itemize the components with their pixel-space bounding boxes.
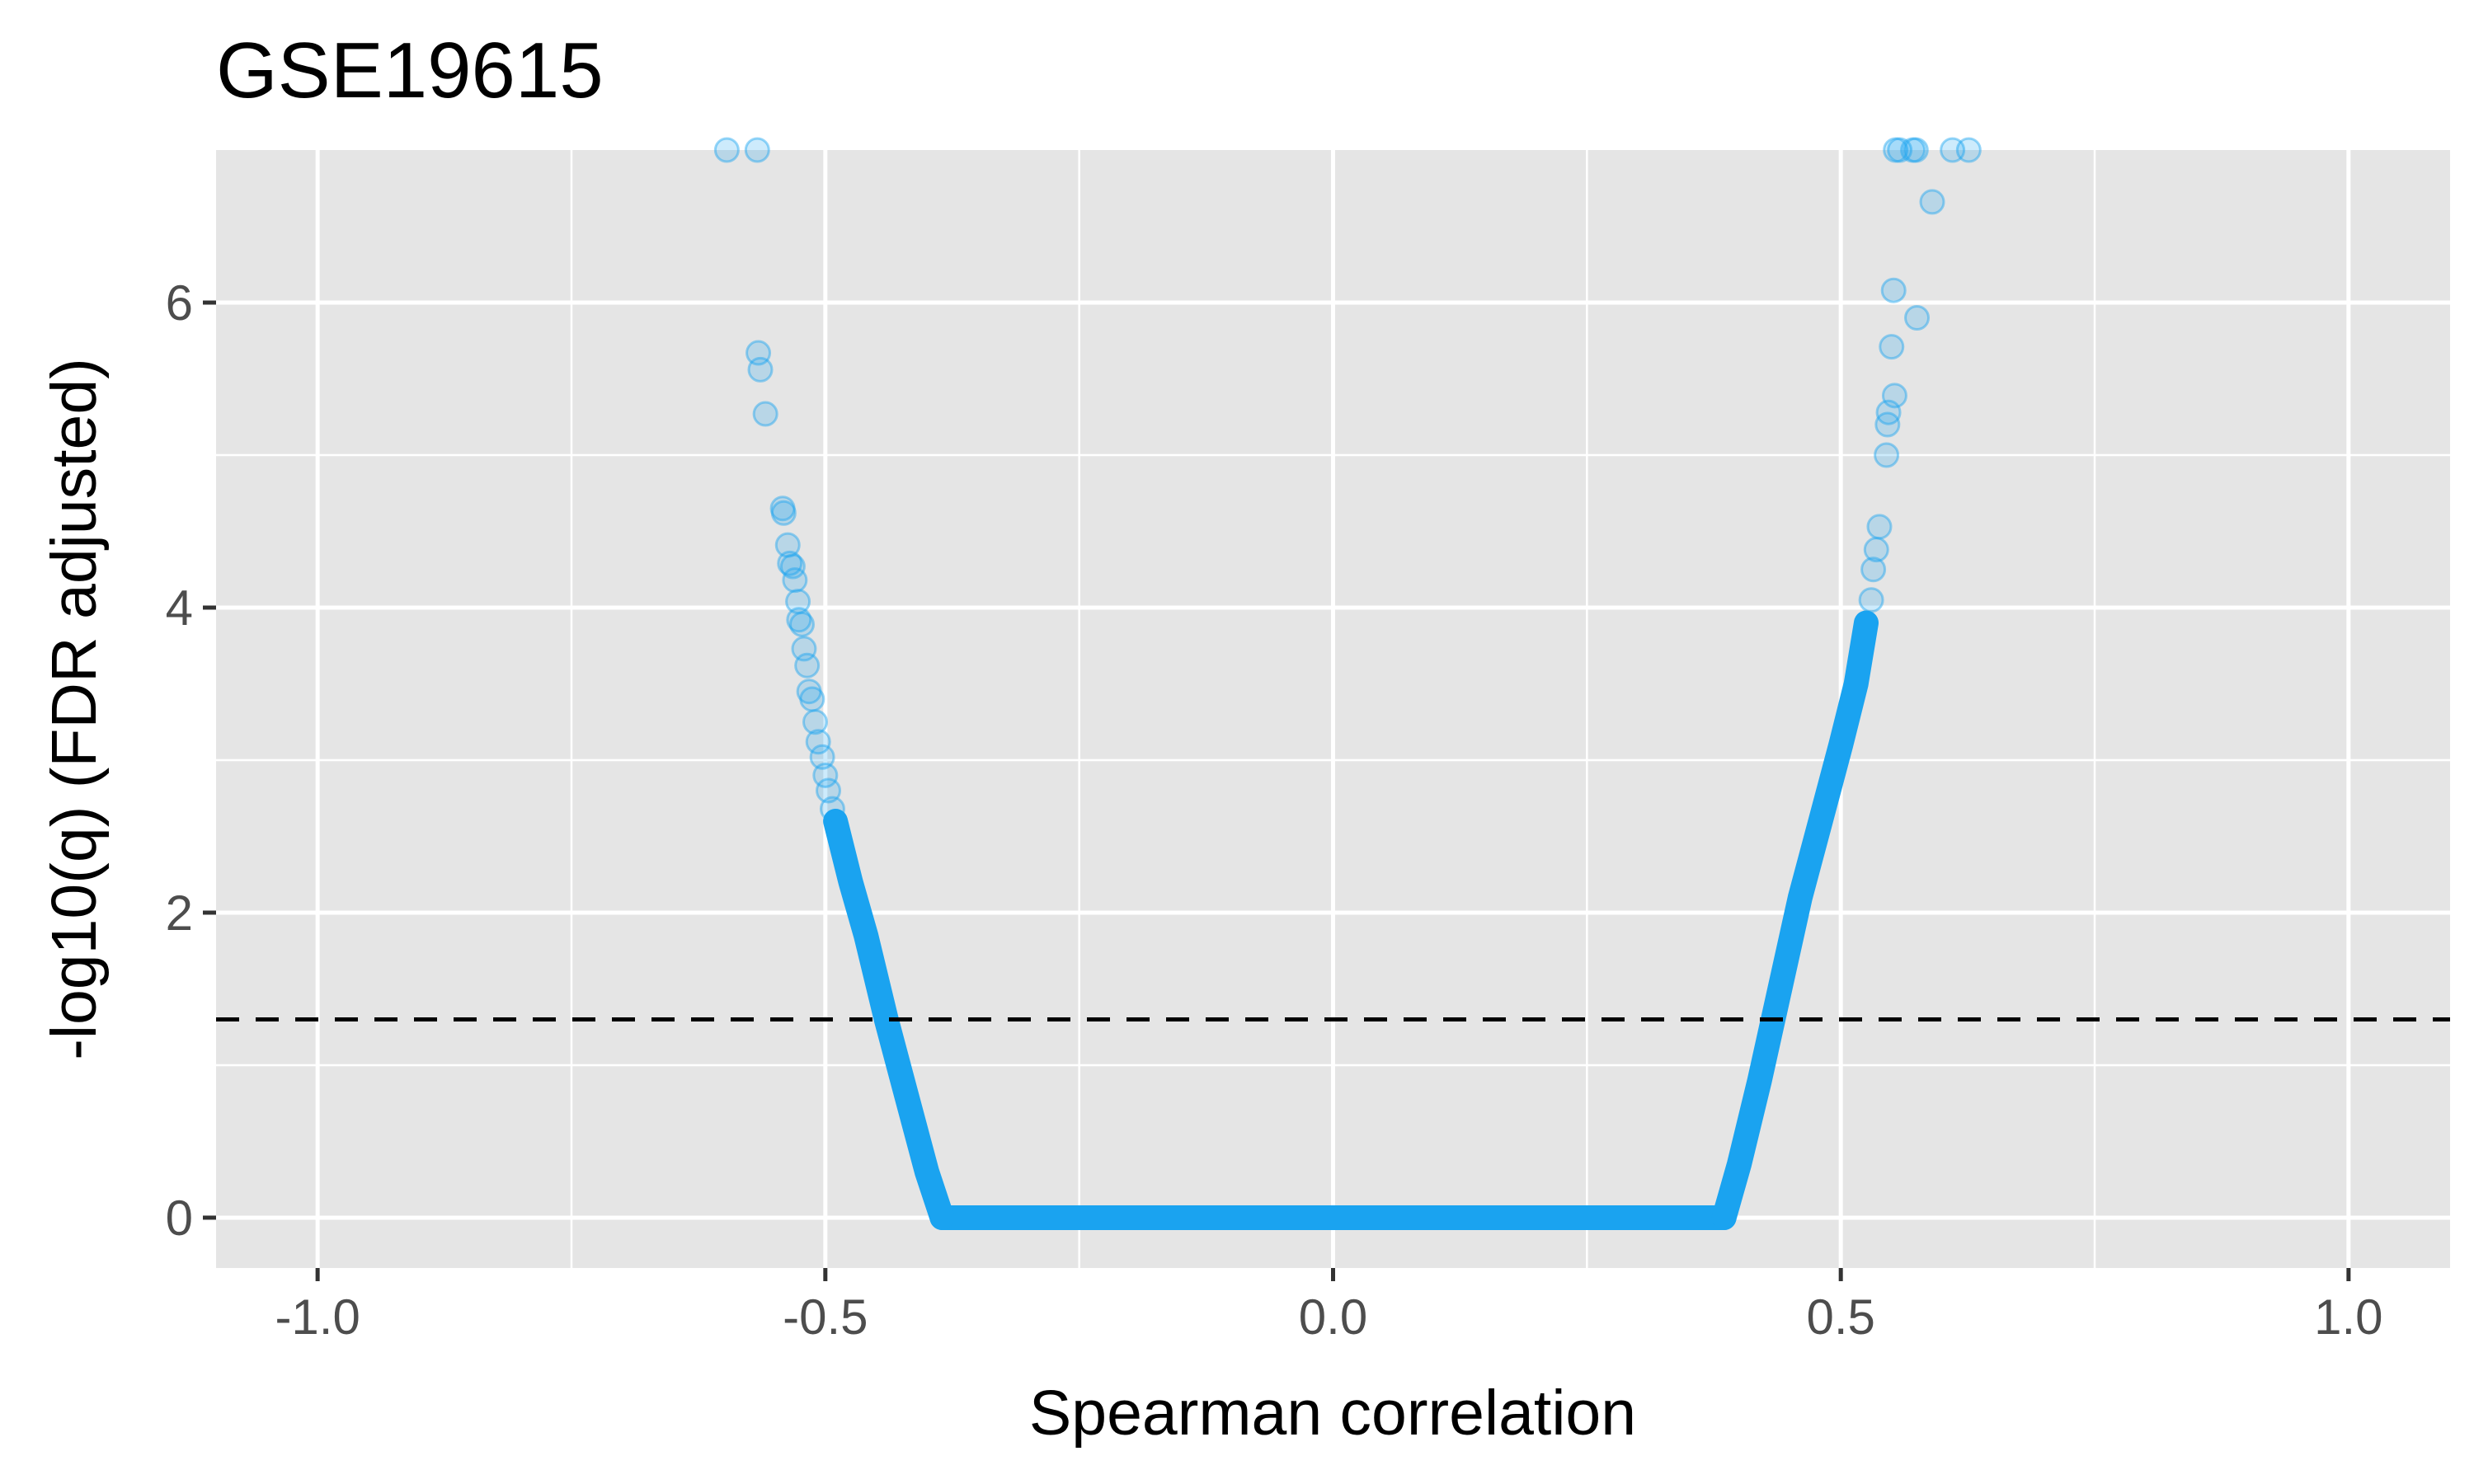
data-point-positive — [1903, 137, 1929, 163]
data-point-positive — [1860, 556, 1887, 583]
data-point-negative — [796, 679, 822, 705]
data-point-negative — [769, 495, 796, 522]
data-point-negative — [770, 500, 797, 526]
y-axis-title: -log10(q) (FDR adjusted) — [39, 358, 110, 1060]
chart-title: GSE19615 — [216, 26, 604, 115]
data-point-negative — [713, 137, 740, 163]
data-points — [713, 137, 1982, 1230]
data-point-positive — [1880, 277, 1907, 303]
data-point-positive — [1900, 137, 1926, 163]
data-point-negative — [802, 709, 829, 735]
x-tick-label: -0.5 — [783, 1289, 868, 1345]
x-axis-title: Spearman correlation — [1029, 1378, 1636, 1449]
data-point-negative — [791, 636, 817, 662]
negative-correlation-band — [823, 809, 955, 1230]
y-tick-label: 2 — [166, 885, 193, 941]
data-point-negative — [799, 686, 825, 712]
data-point-negative — [805, 729, 831, 755]
x-tick-label: -1.0 — [275, 1289, 360, 1345]
data-point-positive — [1875, 399, 1902, 425]
data-point-negative — [794, 652, 821, 679]
data-point-negative — [819, 796, 845, 822]
data-point-negative — [816, 777, 842, 804]
data-point-negative — [745, 340, 772, 366]
x-axis: -1.0 -0.5 0.0 0.5 1.0 — [275, 1268, 2383, 1345]
y-tick-label: 0 — [166, 1190, 193, 1246]
data-point-negative — [747, 356, 774, 383]
data-point-negative — [779, 553, 806, 580]
data-point-positive — [1866, 514, 1893, 540]
data-point-positive — [1874, 442, 1900, 468]
data-point-positive — [1919, 189, 1945, 215]
data-point-negative — [782, 567, 808, 594]
data-point-positive — [1874, 411, 1901, 438]
data-point-negative — [812, 762, 839, 788]
data-point-positive — [1887, 137, 1913, 163]
data-point-negative — [786, 607, 812, 633]
data-point-positive — [1940, 137, 1966, 163]
y-tick-label: 4 — [166, 580, 193, 636]
data-point-positive — [1863, 537, 1889, 563]
data-point-negative — [774, 532, 801, 558]
x-tick-label: 0.0 — [1299, 1289, 1367, 1345]
data-point-positive — [1858, 587, 1884, 613]
data-point-positive — [1955, 137, 1982, 163]
x-tick-label: 0.5 — [1806, 1289, 1874, 1345]
data-point-positive — [1883, 137, 1909, 163]
y-axis: 0 2 4 6 — [166, 275, 216, 1246]
positive-correlation-band — [1711, 610, 1879, 1230]
data-point-negative — [752, 401, 778, 427]
data-point-negative — [777, 550, 803, 576]
data-point-positive — [1881, 383, 1907, 409]
data-point-positive — [1904, 304, 1931, 331]
data-point-negative — [785, 589, 811, 615]
y-tick-label: 6 — [166, 275, 193, 331]
data-point-positive — [1879, 334, 1905, 360]
data-point-negative — [809, 744, 835, 770]
x-tick-label: 1.0 — [2314, 1289, 2382, 1345]
data-point-negative — [744, 137, 770, 163]
data-point-negative — [788, 611, 815, 637]
